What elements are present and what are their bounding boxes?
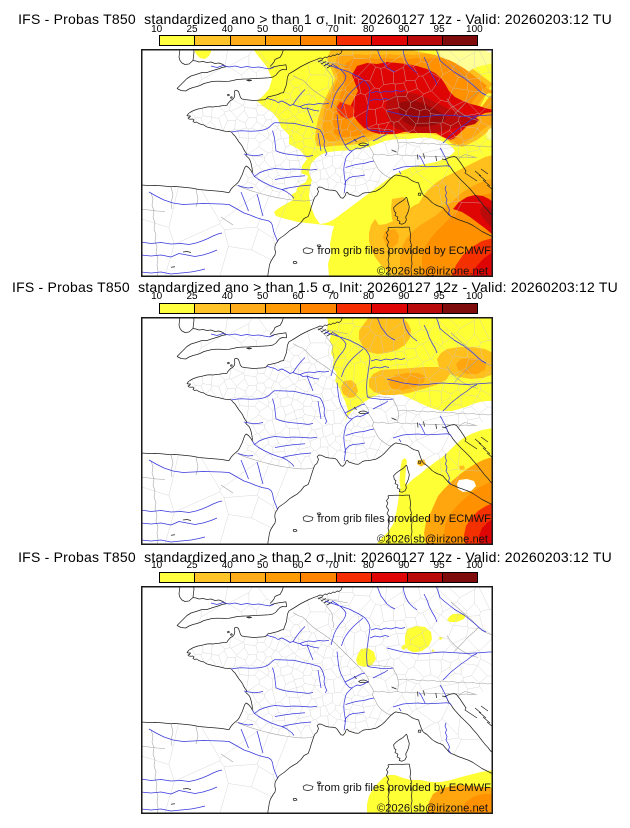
svg-text:from grib files provided by EC: from grib files provided by ECMWF [318, 245, 492, 257]
svg-text:from grib files provided by EC: from grib files provided by ECMWF [318, 782, 492, 794]
svg-text:©2026 sb@irizone.net: ©2026 sb@irizone.net [377, 266, 489, 278]
svg-text:from grib files provided by EC: from grib files provided by ECMWF [318, 513, 492, 525]
svg-text:©2026 sb@irizone.net: ©2026 sb@irizone.net [377, 802, 489, 814]
svg-text:©2026 sb@irizone.net: ©2026 sb@irizone.net [377, 534, 489, 546]
